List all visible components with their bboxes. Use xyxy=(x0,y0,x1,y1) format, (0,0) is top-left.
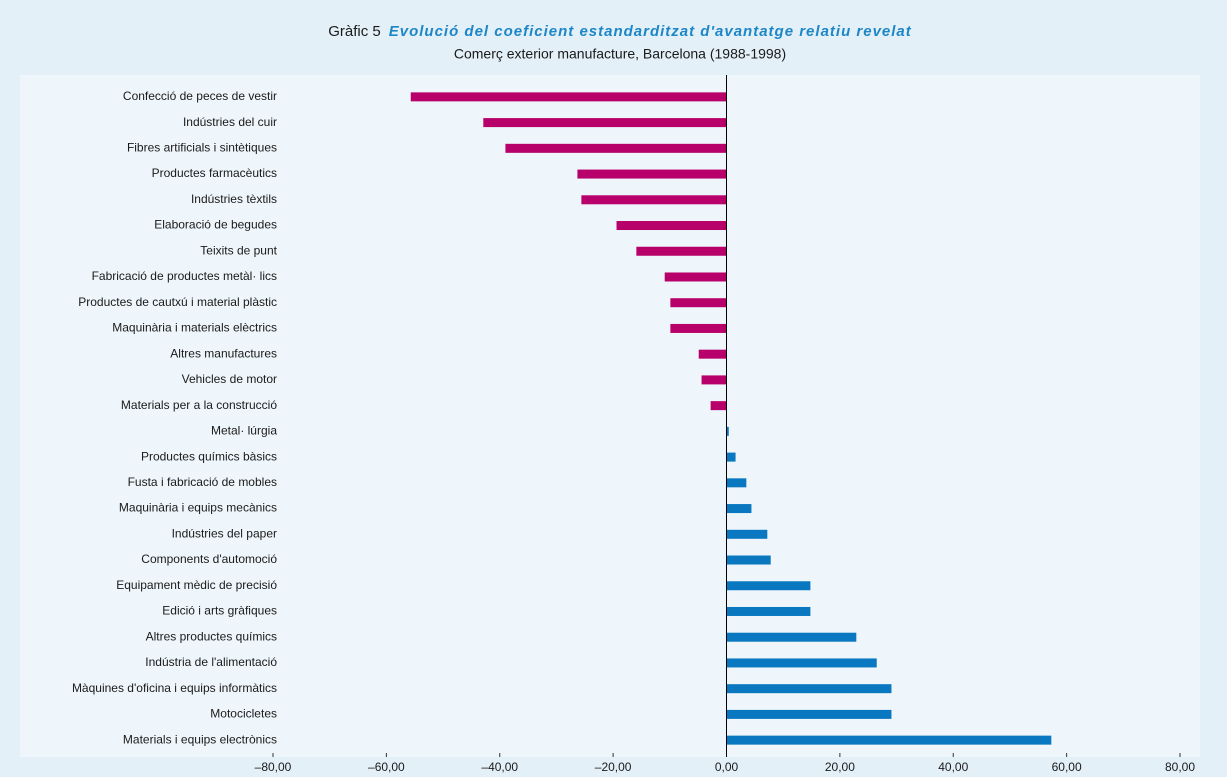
bar xyxy=(664,272,727,282)
bar xyxy=(726,709,892,719)
bar xyxy=(505,143,727,153)
x-tick-label: 0,00 xyxy=(715,760,739,774)
y-tick-label: Indústries del paper xyxy=(172,526,277,540)
y-tick-label: Vehicles de motor xyxy=(182,372,277,386)
y-tick-label: Edició i arts gràfiques xyxy=(162,604,277,618)
bar xyxy=(701,375,727,385)
y-tick-label: Materials per a la construcció xyxy=(121,398,277,412)
bar xyxy=(726,426,729,436)
bar xyxy=(616,221,727,231)
y-tick-label: Metal· lúrgia xyxy=(211,424,277,438)
y-tick-label: Altres productes químics xyxy=(146,629,277,643)
bar xyxy=(636,246,727,256)
chart-subtitle: Comerç exterior manufacture, Barcelona (… xyxy=(454,46,786,62)
x-tick-label: –20,00 xyxy=(595,760,632,774)
y-tick-label: Equipament mèdic de precisió xyxy=(116,578,277,592)
x-tick-label: –80,00 xyxy=(255,760,292,774)
bar xyxy=(726,735,1052,745)
y-tick-label: Màquines d'oficina i equips informàtics xyxy=(72,681,277,695)
y-tick-label: Confecció de peces de vestir xyxy=(123,89,277,103)
bar xyxy=(726,452,736,462)
bar xyxy=(726,658,877,668)
bar xyxy=(726,684,892,694)
bar xyxy=(581,195,727,205)
bar xyxy=(710,401,727,411)
y-tick-label: Productes de cautxú i material plàstic xyxy=(78,295,277,309)
bar xyxy=(670,323,727,333)
x-tick-label: 80,00 xyxy=(1165,760,1195,774)
y-tick-label: Productes químics bàsics xyxy=(141,449,277,463)
y-tick-label: Altres manufactures xyxy=(170,346,277,360)
y-tick-label: Materials i equips electrònics xyxy=(123,732,277,746)
y-tick-label: Teixits de punt xyxy=(200,243,277,257)
x-tick-label: 40,00 xyxy=(938,760,968,774)
y-tick-label: Components d'automoció xyxy=(141,552,277,566)
y-tick-label: Indústries tèxtils xyxy=(191,192,277,206)
y-tick-label: Fabricació de productes metàl· lics xyxy=(92,269,277,283)
plot-area xyxy=(20,75,1200,757)
bar xyxy=(698,349,727,359)
bar xyxy=(483,118,727,128)
y-tick-label: Elaboració de begudes xyxy=(154,218,277,232)
bar xyxy=(726,529,768,539)
x-tick-label: 60,00 xyxy=(1052,760,1082,774)
y-tick-label: Indústria de l'alimentació xyxy=(145,655,277,669)
y-tick-label: Maquinària i equips mecànics xyxy=(119,501,277,515)
x-tick-label: 20,00 xyxy=(825,760,855,774)
bar xyxy=(726,606,811,616)
y-tick-label: Indústries del cuir xyxy=(183,115,277,129)
x-tick-label: –60,00 xyxy=(368,760,405,774)
bar xyxy=(670,298,727,308)
bar xyxy=(726,581,811,591)
bar xyxy=(726,632,857,642)
bar xyxy=(577,169,727,179)
bar xyxy=(726,555,771,565)
bar xyxy=(410,92,727,102)
y-tick-label: Motocicletes xyxy=(210,707,277,721)
y-tick-label: Maquinària i materials elèctrics xyxy=(112,321,277,335)
x-tick-label: –40,00 xyxy=(481,760,518,774)
y-tick-label: Fusta i fabricació de mobles xyxy=(128,475,277,489)
y-tick-label: Productes farmacèutics xyxy=(152,166,277,180)
bar xyxy=(726,478,747,488)
title-prefix: Gràfic 5 xyxy=(328,23,381,40)
bar xyxy=(726,504,752,514)
y-tick-label: Fibres artificials i sintètiques xyxy=(127,140,277,154)
chart-title: Evolució del coeficient estandarditzat d… xyxy=(389,23,912,40)
